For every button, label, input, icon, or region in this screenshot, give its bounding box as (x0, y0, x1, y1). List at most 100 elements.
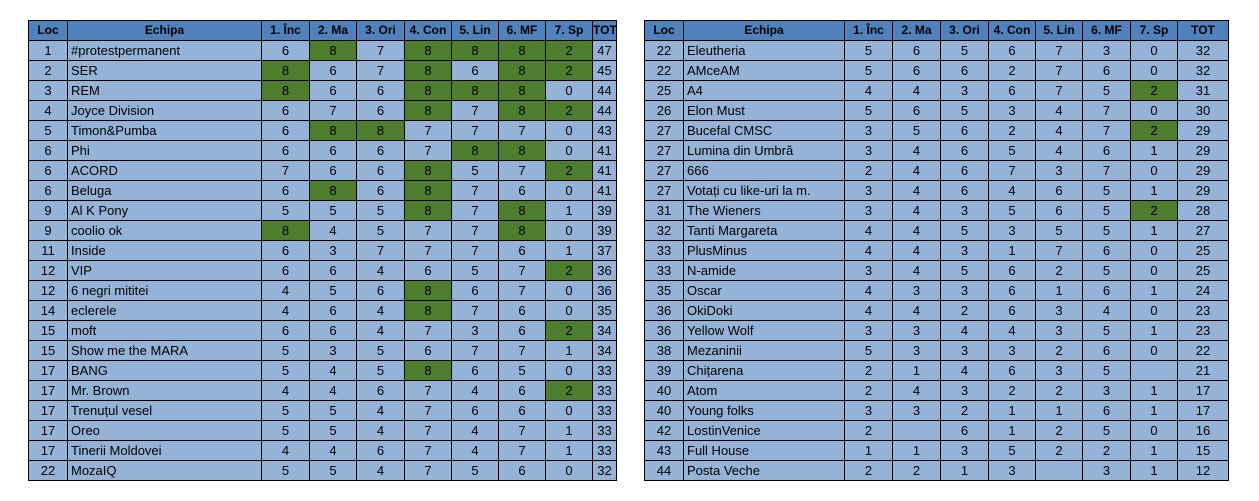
total-cell: 34 (592, 320, 617, 341)
score-cell: 6 (940, 120, 989, 141)
table-row: 25 A4 4 4 3 6 7 5 2 31 (644, 80, 1229, 101)
score-cell: 5 (1082, 260, 1131, 281)
team-name-cell: Phi (67, 140, 262, 161)
score-cell: 2 (988, 120, 1036, 141)
total-cell: 30 (1177, 100, 1229, 121)
rank-cell: 25 (644, 80, 684, 101)
rank-cell: 17 (28, 440, 68, 461)
total-cell: 29 (1177, 120, 1229, 141)
table-row: 33 PlusMinus 4 4 3 1 7 6 0 25 (644, 240, 1229, 261)
column-header: 6. MF (1082, 20, 1131, 41)
score-cell: 4 (309, 380, 357, 401)
team-name-cell: Mr. Brown (67, 380, 262, 401)
score-cell: 8 (309, 180, 357, 201)
score-cell: 0 (1130, 60, 1178, 81)
score-cell: 7 (1082, 100, 1131, 121)
score-cell: 5 (356, 220, 405, 241)
score-cell: 7 (498, 160, 546, 181)
score-cell: 4 (1035, 120, 1083, 141)
rank-cell: 12 (28, 280, 68, 301)
score-cell: 4 (844, 300, 893, 321)
score-cell: 7 (451, 300, 499, 321)
column-header: 5. Lin (1035, 20, 1083, 41)
score-cell: 6 (261, 320, 310, 341)
rank-cell: 9 (28, 220, 68, 241)
score-cell: 8 (404, 160, 452, 181)
score-cell: 1 (1130, 180, 1178, 201)
score-cell: 3 (844, 140, 893, 161)
rank-cell: 42 (644, 420, 684, 441)
score-cell: 6 (1082, 60, 1131, 81)
rank-cell: 14 (28, 300, 68, 321)
team-name-cell: Oreo (67, 420, 262, 441)
column-header: 1. Înc (261, 20, 310, 41)
column-header: TOT (592, 20, 617, 41)
total-cell: 17 (1177, 400, 1229, 421)
score-cell: 0 (1130, 240, 1178, 261)
table-row: 17 Mr. Brown 4 4 6 7 4 6 2 33 (28, 380, 617, 401)
column-header: 4. Con (404, 20, 452, 41)
team-name-cell: Lumina din Umbră (683, 140, 845, 161)
score-cell: 7 (451, 120, 499, 141)
score-cell: 8 (404, 180, 452, 201)
score-cell: 1 (1130, 280, 1178, 301)
score-cell: 4 (844, 220, 893, 241)
score-cell (892, 420, 941, 441)
score-cell: 4 (844, 80, 893, 101)
score-cell: 6 (940, 140, 989, 161)
score-cell: 0 (545, 280, 593, 301)
score-cell (1035, 460, 1083, 481)
score-cell: 5 (261, 340, 310, 361)
total-cell: 24 (1177, 280, 1229, 301)
team-name-cell: N-amide (683, 260, 845, 281)
score-cell: 5 (988, 440, 1036, 461)
rank-cell: 17 (28, 380, 68, 401)
score-cell: 4 (892, 300, 941, 321)
rank-cell: 27 (644, 180, 684, 201)
score-cell: 8 (404, 40, 452, 61)
rank-cell: 27 (644, 120, 684, 141)
rank-cell: 1 (28, 40, 68, 61)
rank-cell: 4 (28, 100, 68, 121)
score-cell: 2 (940, 300, 989, 321)
rank-cell: 38 (644, 340, 684, 361)
score-cell: 2 (1035, 340, 1083, 361)
score-cell: 4 (892, 180, 941, 201)
score-cell: 6 (940, 180, 989, 201)
team-name-cell: Trenuțul vesel (67, 400, 262, 421)
score-cell: 8 (451, 40, 499, 61)
score-cell: 3 (988, 100, 1036, 121)
score-cell: 5 (1082, 180, 1131, 201)
rank-cell: 17 (28, 420, 68, 441)
team-name-cell: Full House (683, 440, 845, 461)
score-cell: 6 (498, 380, 546, 401)
score-cell: 6 (498, 460, 546, 481)
score-cell: 3 (988, 460, 1036, 481)
score-cell: 2 (545, 380, 593, 401)
score-cell: 1 (1035, 400, 1083, 421)
score-cell: 7 (356, 40, 405, 61)
table-row: 32 Tanti Margareta 4 4 5 3 5 5 1 27 (644, 220, 1229, 241)
score-cell: 5 (844, 60, 893, 81)
score-cell: 6 (356, 100, 405, 121)
rank-cell: 11 (28, 240, 68, 261)
total-cell: 33 (592, 420, 617, 441)
rank-cell: 2 (28, 60, 68, 81)
total-cell: 36 (592, 280, 617, 301)
score-cell: 6 (498, 400, 546, 421)
score-cell: 3 (940, 440, 989, 461)
score-cell: 2 (1082, 440, 1131, 461)
score-cell: 2 (545, 160, 593, 181)
table-row: 6 Phi 6 6 6 7 8 8 0 41 (28, 140, 617, 161)
table-row: 27 Lumina din Umbră 3 4 6 5 4 6 1 29 (644, 140, 1229, 161)
team-name-cell: 666 (683, 160, 845, 181)
table-row: 4 Joyce Division 6 7 6 8 7 8 2 44 (28, 100, 617, 121)
score-cell: 7 (498, 120, 546, 141)
score-cell: 0 (1130, 260, 1178, 281)
total-cell: 32 (1177, 40, 1229, 61)
score-cell: 2 (1035, 440, 1083, 461)
score-cell: 5 (988, 140, 1036, 161)
score-cell: 2 (545, 320, 593, 341)
total-cell: 22 (1177, 340, 1229, 361)
score-cell: 3 (988, 340, 1036, 361)
